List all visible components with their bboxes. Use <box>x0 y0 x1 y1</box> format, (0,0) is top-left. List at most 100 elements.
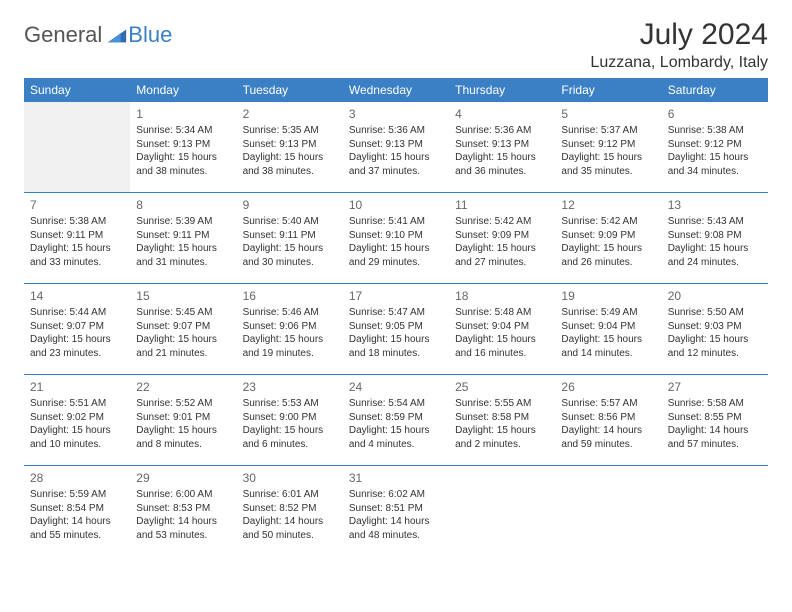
day-number: 25 <box>455 379 549 395</box>
day-number: 17 <box>349 288 443 304</box>
day-number: 7 <box>30 197 124 213</box>
day-info-line: Sunrise: 5:36 AM <box>349 124 443 138</box>
day-number: 10 <box>349 197 443 213</box>
day-info-line: Sunset: 9:12 PM <box>561 138 655 152</box>
day-info-line: Sunset: 8:55 PM <box>668 411 762 425</box>
day-info-line: Sunset: 9:07 PM <box>136 320 230 334</box>
day-number: 4 <box>455 106 549 122</box>
day-info-line: Sunrise: 5:39 AM <box>136 215 230 229</box>
day-info-line: Sunrise: 5:57 AM <box>561 397 655 411</box>
day-info-line: Daylight: 14 hours <box>136 515 230 529</box>
day-info-line: and 27 minutes. <box>455 256 549 270</box>
day-info-line: and 4 minutes. <box>349 438 443 452</box>
day-info-line: Daylight: 15 hours <box>455 151 549 165</box>
calendar-day-cell: 5 Sunrise: 5:37 AMSunset: 9:12 PMDaylight… <box>555 102 661 193</box>
month-title: July 2024 <box>590 18 768 52</box>
day-info-line: Sunset: 9:11 PM <box>30 229 124 243</box>
day-info-line: Daylight: 15 hours <box>243 424 337 438</box>
calendar-day-cell <box>555 466 661 557</box>
day-info-line: Daylight: 14 hours <box>561 424 655 438</box>
day-number: 28 <box>30 470 124 486</box>
day-info-line: Daylight: 15 hours <box>30 333 124 347</box>
calendar-day-cell: 24Sunrise: 5:54 AMSunset: 8:59 PMDayligh… <box>343 375 449 466</box>
calendar-day-cell: 3Sunrise: 5:36 AMSunset: 9:13 PMDaylight… <box>343 102 449 193</box>
day-info-line: Sunrise: 5:49 AM <box>561 306 655 320</box>
day-info-line: Daylight: 15 hours <box>455 242 549 256</box>
title-block: July 2024 Luzzana, Lombardy, Italy <box>590 18 768 72</box>
calendar-day-cell: 31Sunrise: 6:02 AMSunset: 8:51 PMDayligh… <box>343 466 449 557</box>
day-number: 29 <box>136 470 230 486</box>
day-info-line: Sunrise: 6:02 AM <box>349 488 443 502</box>
day-info-line: and 30 minutes. <box>243 256 337 270</box>
day-info-line: Sunrise: 5:50 AM <box>668 306 762 320</box>
day-number: 20 <box>668 288 762 304</box>
day-info-line: Daylight: 15 hours <box>561 151 655 165</box>
day-number: 9 <box>243 197 337 213</box>
day-info-line: Sunrise: 5:38 AM <box>668 124 762 138</box>
calendar-day-cell: 28Sunrise: 5:59 AMSunset: 8:54 PMDayligh… <box>24 466 130 557</box>
day-info-line: and 48 minutes. <box>349 529 443 543</box>
day-info-line: and 33 minutes. <box>30 256 124 270</box>
day-info-line: Daylight: 14 hours <box>243 515 337 529</box>
calendar-day-cell <box>24 102 130 193</box>
day-info-line: and 36 minutes. <box>455 165 549 179</box>
day-info-line: Sunrise: 5:37 AM <box>561 124 655 138</box>
calendar-day-cell: 18Sunrise: 5:48 AMSunset: 9:04 PMDayligh… <box>449 284 555 375</box>
day-info-line: Daylight: 15 hours <box>668 151 762 165</box>
day-info-line: Daylight: 15 hours <box>30 424 124 438</box>
day-info-line: Sunset: 9:10 PM <box>349 229 443 243</box>
day-info-line: Daylight: 15 hours <box>30 242 124 256</box>
day-header: Wednesday <box>343 78 449 102</box>
day-info-line: and 16 minutes. <box>455 347 549 361</box>
day-info-line: Sunrise: 5:54 AM <box>349 397 443 411</box>
day-info-line: Daylight: 15 hours <box>561 242 655 256</box>
logo-triangle-icon <box>106 24 128 46</box>
calendar-day-cell: 13Sunrise: 5:43 AMSunset: 9:08 PMDayligh… <box>662 193 768 284</box>
day-info-line: Sunrise: 5:48 AM <box>455 306 549 320</box>
day-info-line: Sunrise: 5:42 AM <box>561 215 655 229</box>
calendar-week-row: 7Sunrise: 5:38 AMSunset: 9:11 PMDaylight… <box>24 193 768 284</box>
day-number: 31 <box>349 470 443 486</box>
day-info-line: and 38 minutes. <box>136 165 230 179</box>
day-number: 22 <box>136 379 230 395</box>
day-info-line: Daylight: 15 hours <box>668 242 762 256</box>
day-info-line: Sunset: 8:59 PM <box>349 411 443 425</box>
day-info-line: and 35 minutes. <box>561 165 655 179</box>
day-info-line: Sunrise: 5:45 AM <box>136 306 230 320</box>
day-info-line: Sunset: 9:01 PM <box>136 411 230 425</box>
day-info-line: and 31 minutes. <box>136 256 230 270</box>
day-info-line: Sunset: 9:06 PM <box>243 320 337 334</box>
calendar-day-cell <box>449 466 555 557</box>
day-info-line: Daylight: 15 hours <box>349 424 443 438</box>
day-header: Sunday <box>24 78 130 102</box>
calendar-day-cell: 1Sunrise: 5:34 AMSunset: 9:13 PMDaylight… <box>130 102 236 193</box>
day-info-line: Sunset: 9:13 PM <box>455 138 549 152</box>
day-info-line: and 55 minutes. <box>30 529 124 543</box>
day-info-line: Sunrise: 5:55 AM <box>455 397 549 411</box>
day-info-line: Sunrise: 5:44 AM <box>30 306 124 320</box>
day-info-line: Daylight: 15 hours <box>243 151 337 165</box>
day-info-line: and 21 minutes. <box>136 347 230 361</box>
day-info-line: Daylight: 15 hours <box>561 333 655 347</box>
day-number: 21 <box>30 379 124 395</box>
calendar-day-cell: 22Sunrise: 5:52 AMSunset: 9:01 PMDayligh… <box>130 375 236 466</box>
day-info-line: Sunrise: 5:52 AM <box>136 397 230 411</box>
day-info-line: Sunrise: 5:59 AM <box>30 488 124 502</box>
day-info-line: Sunset: 9:07 PM <box>30 320 124 334</box>
day-info-line: Sunrise: 5:46 AM <box>243 306 337 320</box>
day-number: 5 <box>561 106 655 122</box>
day-info-line: and 19 minutes. <box>243 347 337 361</box>
day-info-line: Sunrise: 5:36 AM <box>455 124 549 138</box>
day-info-line: Sunrise: 5:53 AM <box>243 397 337 411</box>
day-info-line: and 24 minutes. <box>668 256 762 270</box>
day-number: 6 <box>668 106 762 122</box>
day-info-line: Sunset: 8:53 PM <box>136 502 230 516</box>
day-info-line: Sunset: 9:00 PM <box>243 411 337 425</box>
day-info-line: Daylight: 15 hours <box>455 424 549 438</box>
calendar-week-row: 28Sunrise: 5:59 AMSunset: 8:54 PMDayligh… <box>24 466 768 557</box>
calendar-day-cell: 6Sunrise: 5:38 AMSunset: 9:12 PMDaylight… <box>662 102 768 193</box>
day-info-line: and 59 minutes. <box>561 438 655 452</box>
day-number: 27 <box>668 379 762 395</box>
calendar-day-cell: 12Sunrise: 5:42 AMSunset: 9:09 PMDayligh… <box>555 193 661 284</box>
calendar-day-cell: 16Sunrise: 5:46 AMSunset: 9:06 PMDayligh… <box>237 284 343 375</box>
